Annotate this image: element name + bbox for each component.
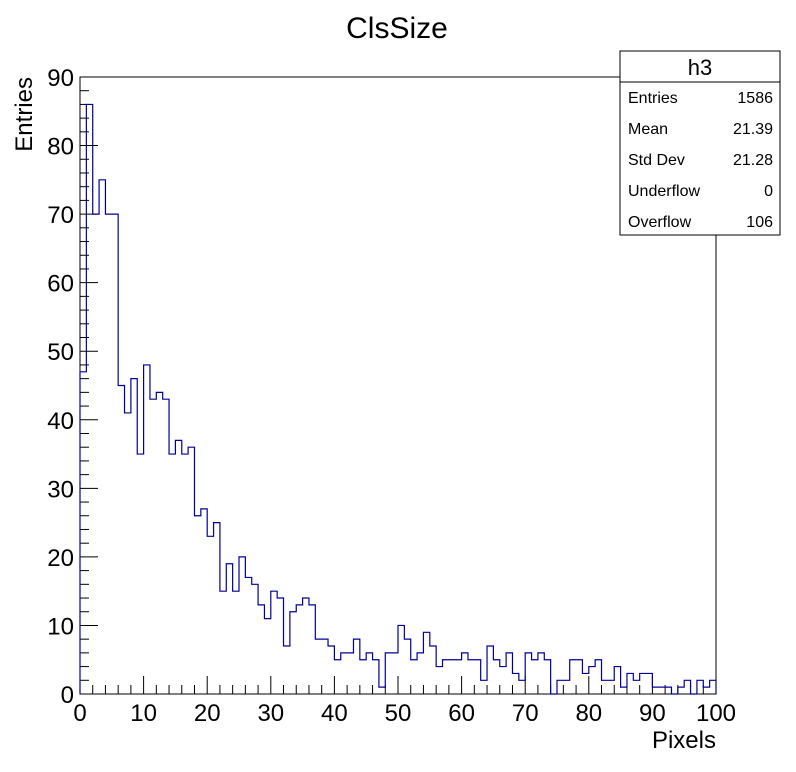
stats-title: h3 bbox=[688, 55, 712, 80]
y-tick-label: 30 bbox=[47, 476, 74, 503]
stats-row-value: 1586 bbox=[737, 90, 773, 107]
x-tick-label: 20 bbox=[194, 700, 221, 727]
histogram-line bbox=[79, 103, 717, 695]
stats-row-value: 0 bbox=[764, 183, 773, 200]
y-tick-label: 60 bbox=[47, 271, 74, 298]
y-tick-label: 80 bbox=[47, 134, 74, 161]
stats-row-label: Mean bbox=[628, 121, 668, 138]
x-tick-label: 60 bbox=[448, 700, 475, 727]
stats-row-value: 106 bbox=[746, 214, 773, 231]
y-tick-label: 20 bbox=[47, 545, 74, 572]
x-tick-label: 80 bbox=[575, 700, 602, 727]
x-tick-label: 70 bbox=[512, 700, 539, 727]
y-tick-label: 90 bbox=[47, 65, 74, 92]
x-tick-label: 50 bbox=[385, 700, 412, 727]
stats-row-label: Overflow bbox=[628, 214, 692, 231]
stats-row-label: Underflow bbox=[628, 183, 700, 200]
y-tick-label: 0 bbox=[61, 682, 74, 709]
y-tick-label: 50 bbox=[47, 339, 74, 366]
stats-row-value: 21.28 bbox=[733, 152, 773, 169]
x-axis-label: Pixels bbox=[652, 727, 716, 754]
x-tick-label: 30 bbox=[257, 700, 284, 727]
x-tick-label: 10 bbox=[130, 700, 157, 727]
stats-row-value: 21.39 bbox=[733, 121, 773, 138]
stats-box: h3 Entries 1586 Mean 21.39 Std Dev 21.28 Under… bbox=[619, 50, 781, 236]
y-tick-labels: 0 10 20 30 40 50 60 70 80 90 bbox=[47, 65, 74, 709]
x-tick-label: 90 bbox=[639, 700, 666, 727]
y-axis-label: Entries bbox=[11, 77, 38, 152]
y-tick-label: 10 bbox=[47, 613, 74, 640]
y-tick-label: 70 bbox=[47, 202, 74, 229]
x-tick-labels: 0 10 20 30 40 50 60 70 80 90 100 bbox=[73, 700, 736, 727]
stats-rows: Entries 1586 Mean 21.39 Std Dev 21.28 Underflo… bbox=[628, 90, 773, 231]
y-tick-label: 40 bbox=[47, 408, 74, 435]
x-tick-label: 40 bbox=[321, 700, 348, 727]
stats-row-label: Std Dev bbox=[628, 152, 685, 169]
x-tick-label: 0 bbox=[73, 700, 86, 727]
chart-title: ClsSize bbox=[346, 12, 448, 45]
x-tick-label: 100 bbox=[696, 700, 736, 727]
stats-row-label: Entries bbox=[628, 90, 678, 107]
